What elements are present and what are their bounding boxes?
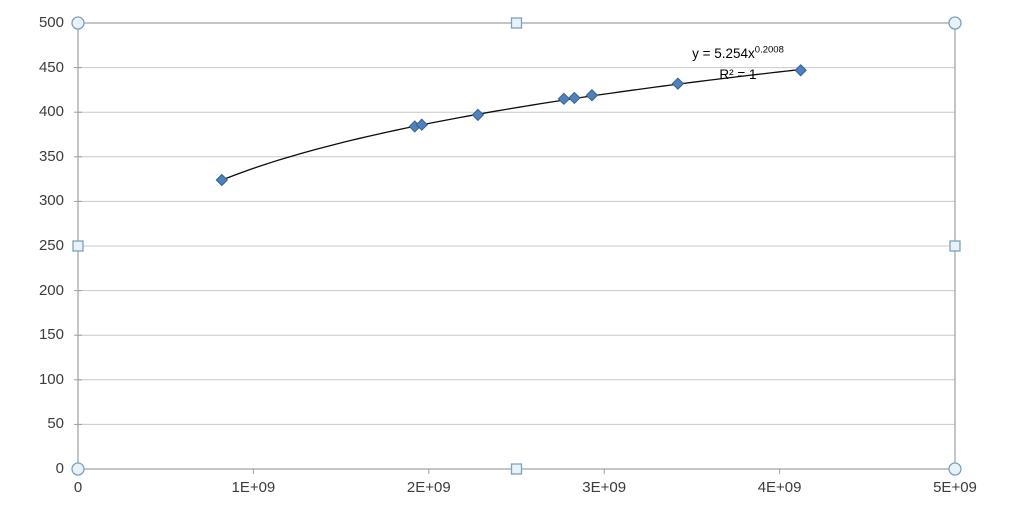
trendline-label[interactable]: y = 5.254x0.2008 R² = 1 [659, 45, 817, 83]
selection-handle-edge[interactable] [510, 463, 523, 475]
x-axis-tick-label[interactable]: 4E+09 [757, 479, 802, 496]
data-point-marker[interactable] [415, 118, 428, 131]
data-point-marker[interactable] [557, 92, 571, 106]
y-axis-tick-label[interactable]: 100 [38, 370, 64, 388]
x-axis-tick-label[interactable]: 0 [73, 479, 83, 496]
y-axis-tick-label[interactable]: 500 [38, 14, 64, 31]
trendline-r-squared: R² = 1 [719, 67, 757, 82]
selection-handle-edge[interactable] [510, 17, 523, 29]
x-axis-tick-label[interactable]: 1E+09 [231, 479, 276, 496]
y-axis-tick-label[interactable]: 300 [38, 192, 64, 210]
selection-handle-edge[interactable] [949, 240, 961, 252]
y-axis-tick-label[interactable]: 50 [47, 415, 64, 433]
data-point-marker[interactable] [671, 77, 685, 90]
data-point-marker[interactable] [471, 108, 485, 122]
data-point-marker[interactable] [215, 173, 229, 187]
trendline[interactable] [221, 68, 801, 181]
trendline-equation-base: y = 5.254x [692, 46, 755, 61]
data-point-marker[interactable] [794, 64, 807, 77]
selection-handle-corner[interactable] [71, 462, 85, 476]
data-point-marker[interactable] [585, 89, 599, 102]
y-axis-tick-label[interactable]: 450 [38, 58, 64, 76]
x-axis-tick-label[interactable]: 2E+09 [406, 479, 451, 496]
trendline-equation: y = 5.254x0.2008 [659, 45, 817, 62]
x-axis-tick-label[interactable]: 5E+09 [933, 479, 977, 496]
y-axis-tick-label[interactable]: 200 [38, 281, 64, 299]
y-axis-tick-label[interactable]: 400 [38, 103, 64, 121]
y-axis-tick-label[interactable]: 250 [38, 237, 64, 254]
selection-handle-corner[interactable] [948, 16, 962, 30]
data-point-marker[interactable] [568, 91, 581, 105]
y-axis-tick-label[interactable]: 0 [55, 460, 64, 477]
selection-handle-corner[interactable] [71, 16, 85, 30]
x-axis-tick-label[interactable]: 3E+09 [582, 479, 627, 496]
selection-handle-corner[interactable] [948, 462, 962, 476]
trendline-equation-exponent: 0.2008 [754, 44, 784, 56]
selection-handle-edge[interactable] [72, 240, 84, 252]
y-axis-tick-label[interactable]: 150 [38, 326, 64, 344]
y-axis-tick-label[interactable]: 350 [38, 147, 64, 165]
